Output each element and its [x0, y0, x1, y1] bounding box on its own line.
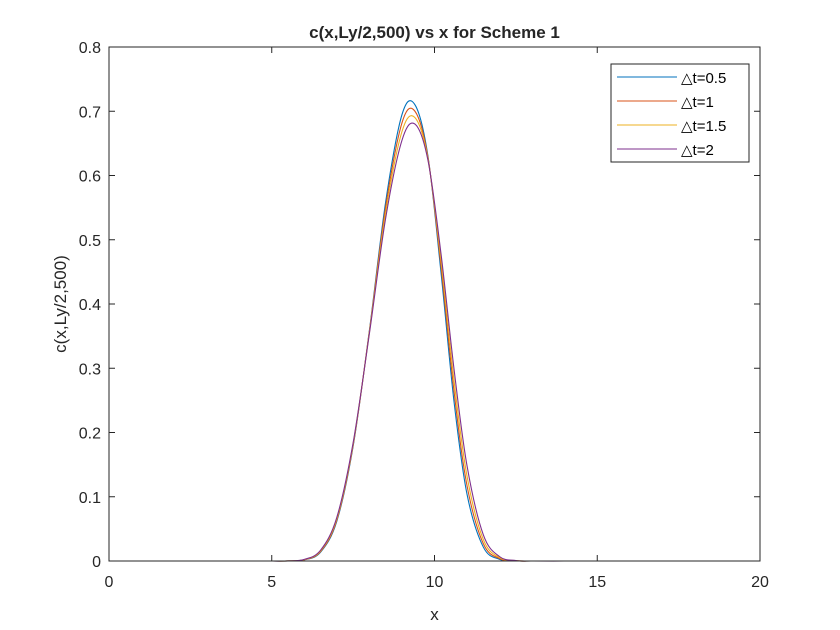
legend-label-1: △t=0.5: [681, 70, 726, 87]
y-tick-label: 0.8: [79, 40, 101, 57]
y-tick-label: 0.1: [79, 490, 101, 507]
y-axis: 0 0.1 0.2 0.3 0.4 0.5 0.6 0.7 0.8: [79, 40, 760, 571]
y-tick-label: 0.4: [79, 297, 101, 314]
x-tick-label: 20: [751, 574, 769, 591]
x-tick-label: 5: [267, 574, 276, 591]
x-axis: 0 5 10 15 20: [105, 47, 769, 591]
y-tick-label: 0.3: [79, 361, 101, 378]
y-tick-label: 0.2: [79, 426, 101, 443]
y-tick-label: 0.5: [79, 233, 101, 250]
y-tick-label: 0: [92, 554, 101, 571]
x-axis-label: x: [430, 605, 439, 624]
legend-label-3: △t=1.5: [681, 118, 726, 135]
legend: △t=0.5 △t=1 △t=1.5 △t=2: [610, 63, 750, 163]
legend-box: [610, 63, 750, 163]
x-tick-label: 0: [105, 574, 114, 591]
y-tick-label: 0.7: [79, 104, 101, 121]
y-tick-label: 0.6: [79, 169, 101, 186]
chart-title: c(x,Ly/2,500) vs x for Scheme 1: [309, 23, 560, 42]
legend-label-2: △t=1: [681, 94, 714, 111]
y-axis-label: c(x,Ly/2,500): [51, 255, 70, 353]
legend-label-4: △t=2: [681, 142, 714, 159]
x-tick-label: 15: [588, 574, 606, 591]
x-tick-label: 10: [426, 574, 444, 591]
